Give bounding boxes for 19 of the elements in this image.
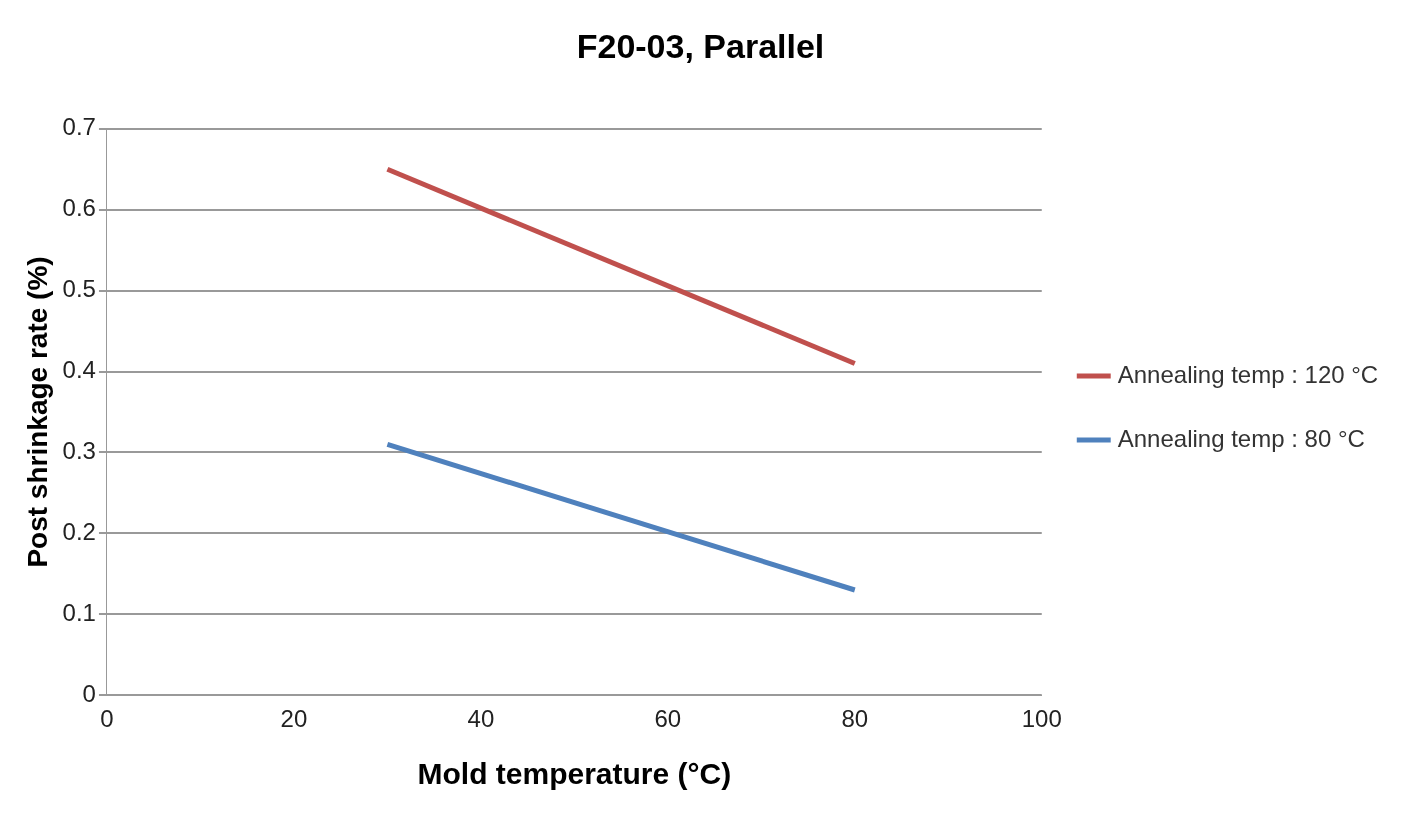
x-tick-label: 80 (841, 705, 869, 733)
y-axis-title: Post shrinkage rate (%) (21, 256, 53, 568)
y-tick-label: 0.7 (62, 113, 96, 141)
x-tick-label: 0 (100, 705, 114, 733)
y-tick-label: 0.6 (62, 194, 96, 222)
x-tick-label: 20 (280, 705, 308, 733)
x-tick-label: 60 (654, 705, 682, 733)
y-tick-label: 0.2 (62, 518, 96, 545)
chart-title: F20-03, Parallel (576, 26, 825, 65)
y-tick-label: 0.3 (62, 437, 96, 465)
x-tick-label: 100 (1021, 705, 1062, 733)
x-tick-label: 40 (467, 705, 495, 733)
y-tick-label: 0.1 (62, 598, 96, 626)
y-tick-label: 0 (82, 679, 96, 707)
legend-label: Annealing temp : 120 °C (1117, 360, 1379, 388)
x-axis-title: Mold temperature (°C) (417, 757, 732, 791)
y-tick-label: 0.5 (62, 275, 96, 303)
legend-label: Annealing temp : 80 °C (1117, 424, 1365, 452)
y-tick-label: 0.4 (62, 356, 96, 384)
